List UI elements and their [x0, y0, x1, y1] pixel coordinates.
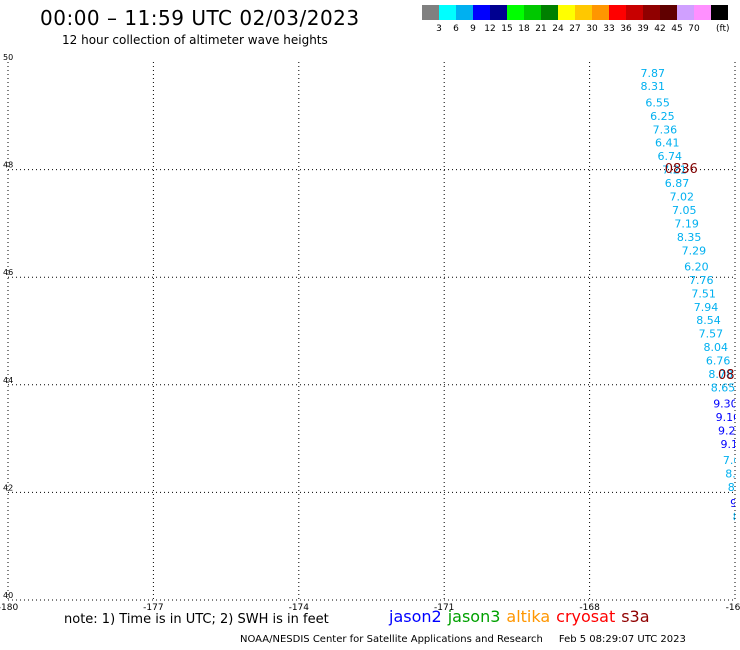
wave-height-point: 9.26 [718, 425, 740, 438]
color-scale-units: (ft) [716, 24, 730, 34]
color-swatch [626, 5, 643, 20]
wave-height-point: 7.69 [723, 454, 740, 467]
x-tick-label: -171 [434, 603, 454, 613]
x-tick-label: -168 [579, 603, 600, 613]
color-swatch [507, 5, 524, 20]
wave-height-point: 7.02 [670, 191, 695, 204]
wave-height-point: 7.87 [640, 67, 665, 80]
wave-height-point: 7.21 [662, 164, 687, 177]
y-tick-label: 46 [3, 268, 13, 277]
x-tick-label: -180 [0, 603, 18, 613]
wave-height-point: 6.76 [706, 355, 731, 368]
color-scale-label: 6 [453, 24, 459, 34]
color-swatch [456, 5, 473, 20]
color-scale-label: 3 [436, 24, 442, 34]
color-scale-label: 27 [569, 24, 581, 34]
x-tick-label: -174 [289, 603, 310, 613]
wave-height-point: 9.30 [713, 398, 738, 411]
wave-height-point: 7.51 [691, 287, 716, 300]
wave-height-point: 7.05 [672, 204, 697, 217]
wave-height-point: 6.41 [655, 137, 680, 150]
color-swatch [422, 5, 439, 20]
color-scale-label: 70 [688, 24, 700, 34]
mission-jason3: jason3 [447, 607, 501, 626]
wave-height-point: 7.94 [694, 301, 719, 314]
color-swatch [473, 5, 490, 20]
color-swatch [575, 5, 592, 20]
note-text: note: 1) Time is in UTC; 2) SWH is in fe… [64, 612, 329, 627]
color-swatch [677, 5, 694, 20]
mission-altika: altika [506, 607, 551, 626]
wave-height-point: 9.05 [730, 497, 740, 510]
color-swatch [711, 5, 728, 20]
y-tick-label: 40 [3, 591, 13, 600]
mission-legend: jason2 jason3 altika cryosat s3a [389, 607, 656, 626]
color-scale-label: 18 [518, 24, 530, 34]
color-swatch [541, 5, 558, 20]
color-swatch [490, 5, 507, 20]
x-tick-label: -16 [726, 603, 740, 613]
wave-height-point: 9.10 [716, 411, 740, 424]
color-scale-label: 39 [637, 24, 649, 34]
wave-height-point: 8.35 [677, 231, 702, 244]
wave-height-point: 8.10 [728, 481, 740, 494]
mission-s3a: s3a [621, 607, 650, 626]
pass-time-label: 0835 [718, 368, 740, 383]
mission-cryosat: cryosat [556, 607, 616, 626]
x-tick-label: -177 [143, 603, 163, 613]
wave-height-point: 7.29 [682, 244, 707, 257]
footer: NOAA/NESDIS Center for Satellite Applica… [240, 634, 686, 645]
color-swatch [558, 5, 575, 20]
footer-timestamp: Feb 5 08:29:07 UTC 2023 [558, 634, 686, 645]
y-tick-label: 48 [3, 161, 13, 170]
color-scale-label: 15 [501, 24, 513, 34]
color-swatch [609, 5, 626, 20]
wave-height-point: 9.14 [720, 438, 740, 451]
wave-height-point: 8.65 [711, 381, 736, 394]
color-scale-label: 12 [484, 24, 496, 34]
chart-subtitle: 12 hour collection of altimeter wave hei… [62, 33, 328, 47]
wave-height-point: 6.74 [657, 150, 682, 163]
color-scale-label: 45 [671, 24, 683, 34]
pass-time-label: 0836 [665, 162, 698, 177]
wave-height-point: 7.76 [689, 274, 714, 287]
wave-height-point: 8.62 [725, 468, 740, 481]
color-scale-label: 9 [470, 24, 476, 34]
wave-height-point: 6.87 [665, 177, 690, 190]
wave-height-point: 7.36 [653, 123, 678, 136]
data-points: 7.878.31 6.556.257.366.416.747.216.877.02… [640, 67, 740, 537]
wave-height-point: 6.20 [684, 260, 709, 273]
color-swatch [643, 5, 660, 20]
wave-height-point: 7.57 [699, 328, 724, 341]
mission-jason2: jason2 [389, 607, 442, 626]
wave-height-point: 8.60 [733, 511, 740, 524]
color-scale-label: 36 [620, 24, 632, 34]
color-scale-label: 21 [535, 24, 547, 34]
wave-height-point: 8.78 [708, 368, 733, 381]
color-swatch [439, 5, 456, 20]
footer-agency: NOAA/NESDIS Center for Satellite Applica… [240, 634, 543, 645]
color-swatch [524, 5, 541, 20]
color-scale-label: 24 [552, 24, 564, 34]
wave-height-point: 9.74 [735, 524, 740, 537]
y-tick-label: 42 [3, 483, 13, 492]
color-scale-label: 33 [603, 24, 615, 34]
y-tick-label: 50 [3, 53, 13, 62]
wave-height-point: 7.19 [674, 217, 699, 230]
color-scale-label: 30 [586, 24, 598, 34]
wave-height-point: 8.31 [640, 80, 665, 93]
color-scale-label: 42 [654, 24, 666, 34]
wave-height-point: 6.25 [650, 110, 675, 123]
color-swatch [694, 5, 711, 20]
color-swatch [592, 5, 609, 20]
wave-height-point: 6.55 [645, 96, 670, 109]
y-tick-label: 44 [3, 376, 13, 385]
wave-height-point: 8.04 [703, 341, 728, 354]
wave-height-point: 8.54 [696, 314, 721, 327]
chart-title: 00:00 – 11:59 UTC 02/03/2023 [40, 6, 360, 30]
color-swatch [660, 5, 677, 20]
